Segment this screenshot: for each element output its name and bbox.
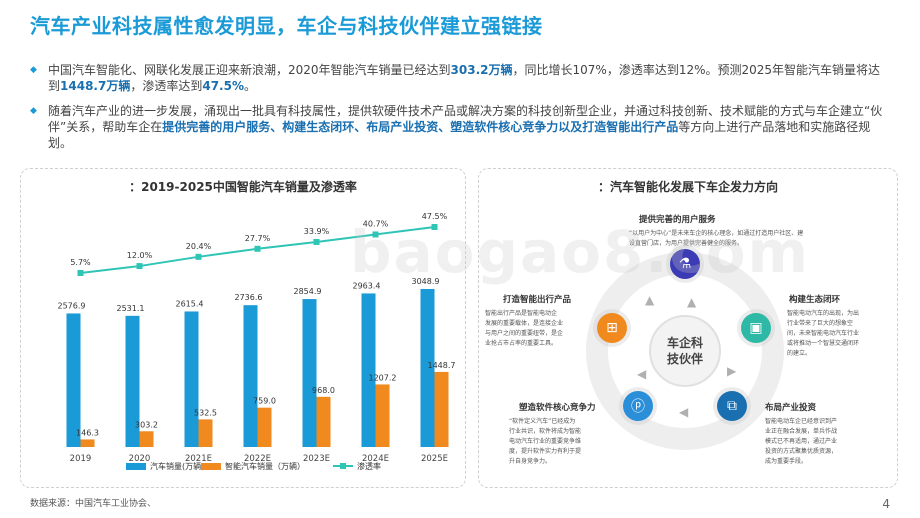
document-icon: ⓟ xyxy=(623,391,653,421)
x-tick-label: 2022E xyxy=(244,454,271,464)
center-label-line-1: 车企科 xyxy=(666,336,703,350)
smart-sales-label: 968.0 xyxy=(312,386,335,395)
item-ecosystem-desc: 智能电动汽车的出现，为出 行业带来了巨大的想象空 间，未来智能电动汽车行业 或将… xyxy=(787,310,860,357)
x-tick-label: 2020 xyxy=(129,454,151,464)
total-sales-bar xyxy=(184,311,199,447)
item-user-service-desc: “以用户为中心”是未来车企的核心理念，如通过打造用户社区、建 设直营门店，为用户… xyxy=(629,230,804,247)
flask-icon: ⚗ xyxy=(670,249,700,279)
penetration-label: 40.7% xyxy=(363,219,389,228)
penetration-point xyxy=(431,224,438,230)
chart-title: ：2019-2025中国智能汽车销量及渗透率 xyxy=(129,180,357,194)
x-tick-label: 2021E xyxy=(185,454,212,464)
total-sales-bar xyxy=(125,315,140,447)
bullet-2: ◆ 随着汽车产业的进一步发展，涌现出一批具有科技属性，提供软硬件技术产品或解决方… xyxy=(30,103,890,151)
arrow-icon: ▶ xyxy=(727,364,737,378)
highlight-penetration-2025: 47.5% xyxy=(202,79,244,93)
arrow-icon: ▲ xyxy=(687,295,697,309)
item-investment-desc: 智能电动车企已经意识到产 业正在融合发展，单兵作战 模式已不再适用，通过产业 投… xyxy=(765,418,838,465)
penetration-label: 47.5% xyxy=(422,212,448,221)
smart-sales-label: 1207.2 xyxy=(369,373,397,382)
item-mobility-label: 打造智能出行产品 xyxy=(503,295,572,305)
directions-title: ：汽车智能化发展下车企发力方向 xyxy=(597,180,778,194)
smart-sales-label: 1448.7 xyxy=(428,361,456,370)
highlight-smart-sales-2025: 1448.7万辆 xyxy=(60,79,131,93)
arrow-icon: ◀ xyxy=(679,405,689,419)
smart-sales-bar xyxy=(198,419,213,447)
item-user-service-label: 提供完善的用户服务 xyxy=(639,215,716,225)
item-software-label: 塑造软件核心竞争力 xyxy=(519,403,596,413)
data-source: 数据来源：中国汽车工业协会、 xyxy=(30,499,157,509)
diamond-bullet-icon: ◆ xyxy=(30,65,37,75)
penetration-point xyxy=(254,245,261,252)
smart-sales-label: 146.3 xyxy=(76,428,99,437)
penetration-label: 33.9% xyxy=(304,227,330,236)
legend-swatch-total xyxy=(126,463,146,470)
penetration-point xyxy=(195,253,202,260)
summary-bullets: ◆ 中国汽车智能化、网联化发展正迎来新浪潮，2020年智能汽车销量已经达到303… xyxy=(30,62,890,160)
penetration-label: 12.0% xyxy=(127,251,153,260)
bullet-1-text: 中国汽车智能化、网联化发展正迎来新浪潮，2020年智能汽车销量已经达到303.2… xyxy=(48,63,881,93)
network-icon: ⊞ xyxy=(597,313,627,343)
bullet-2-text: 随着汽车产业的进一步发展，涌现出一批具有科技属性，提供软硬件技术产品或解决方案的… xyxy=(48,104,883,150)
sales-penetration-chart: 2019 2020 2021E 2022E 2023E 2024E 2025E 2576.9 1… xyxy=(58,212,456,471)
highlight-directions: 提供完善的用户服务、构建生态闭环、布局产业投资、塑造软件核心竞争力以及打造智能出… xyxy=(162,120,679,134)
item-software-desc: “软件定义汽车”已经成为 行业共识，软件将成为智能 电动汽车行业的重要竞争维 度… xyxy=(509,418,582,465)
center-hub: 车企科 技伙伴 xyxy=(649,315,721,387)
penetration-point xyxy=(77,270,84,276)
smart-sales-bar xyxy=(80,439,95,447)
highlight-smart-sales-2020: 303.2万辆 xyxy=(450,63,513,77)
legend-marker-rate xyxy=(340,463,346,469)
total-sales-label: 2963.4 xyxy=(353,281,381,290)
total-sales-bar xyxy=(66,313,81,447)
penetration-label: 20.4% xyxy=(186,242,212,251)
arrow-icon: ◀ xyxy=(637,367,647,381)
legend-swatch-smart xyxy=(201,463,221,470)
smart-sales-label: 303.2 xyxy=(135,420,158,429)
penetration-label: 27.7% xyxy=(245,234,271,243)
diamond-bullet-icon: ◆ xyxy=(30,106,37,116)
total-sales-bar xyxy=(420,289,435,447)
page-number: 4 xyxy=(882,497,890,511)
item-ecosystem-label: 构建生态闭环 xyxy=(789,295,841,305)
smart-sales-bar xyxy=(316,396,331,447)
page-title: 汽车产业科技属性愈发明显，车企与科技伙伴建立强链接 xyxy=(30,14,543,38)
share-icon: ⧉ xyxy=(717,391,747,421)
legend-label-total: 汽车销量(万辆) xyxy=(150,461,204,471)
directions-panel: ：汽车智能化发展下车企发力方向 车企科 技伙伴 ⚗ ▣ ⧉ ⓟ ⊞ ▲ ▶ ◀ … xyxy=(478,168,898,488)
penetration-point xyxy=(136,263,143,270)
image-icon: ▣ xyxy=(741,313,771,343)
total-sales-label: 3048.9 xyxy=(412,277,440,286)
smart-sales-bar xyxy=(257,407,272,447)
total-sales-label: 2576.9 xyxy=(58,301,86,310)
total-sales-label: 2531.1 xyxy=(117,304,145,313)
x-tick-label: 2025E xyxy=(421,454,448,464)
total-sales-label: 2615.4 xyxy=(176,299,204,308)
smart-sales-bar xyxy=(434,371,449,447)
bullet-1: ◆ 中国汽车智能化、网联化发展正迎来新浪潮，2020年智能汽车销量已经达到303… xyxy=(30,62,890,94)
smart-sales-bar xyxy=(375,384,390,447)
total-sales-label: 2736.6 xyxy=(235,293,263,302)
total-sales-bar xyxy=(243,305,258,447)
x-tick-label: 2019 xyxy=(70,454,92,464)
total-sales-bar xyxy=(361,293,376,447)
item-mobility-desc: 智能出行产品是智能电动企 发展的重要载体，是连接企业 与用户之间的重要纽带，是企… xyxy=(485,310,564,347)
x-tick-label: 2023E xyxy=(303,454,330,464)
legend-label-smart: 智能汽车销量（万辆） xyxy=(225,461,305,471)
sales-chart-panel: ：2019-2025中国智能汽车销量及渗透率 2019 2020 2021E 2022… xyxy=(20,168,466,488)
smart-sales-label: 532.5 xyxy=(194,408,217,417)
arrow-icon: ▲ xyxy=(645,293,655,307)
total-sales-label: 2854.9 xyxy=(294,287,322,296)
penetration-point xyxy=(313,238,320,245)
center-label-line-2: 技伙伴 xyxy=(666,352,703,366)
penetration-point xyxy=(372,231,379,238)
smart-sales-label: 759.0 xyxy=(253,397,276,406)
penetration-label: 5.7% xyxy=(70,258,91,267)
total-sales-bar xyxy=(302,299,317,447)
smart-sales-bar xyxy=(139,431,154,447)
item-investment-label: 布局产业投资 xyxy=(765,403,817,413)
legend-label-rate: 渗透率 xyxy=(357,461,381,471)
x-tick-label: 2024E xyxy=(362,454,389,464)
